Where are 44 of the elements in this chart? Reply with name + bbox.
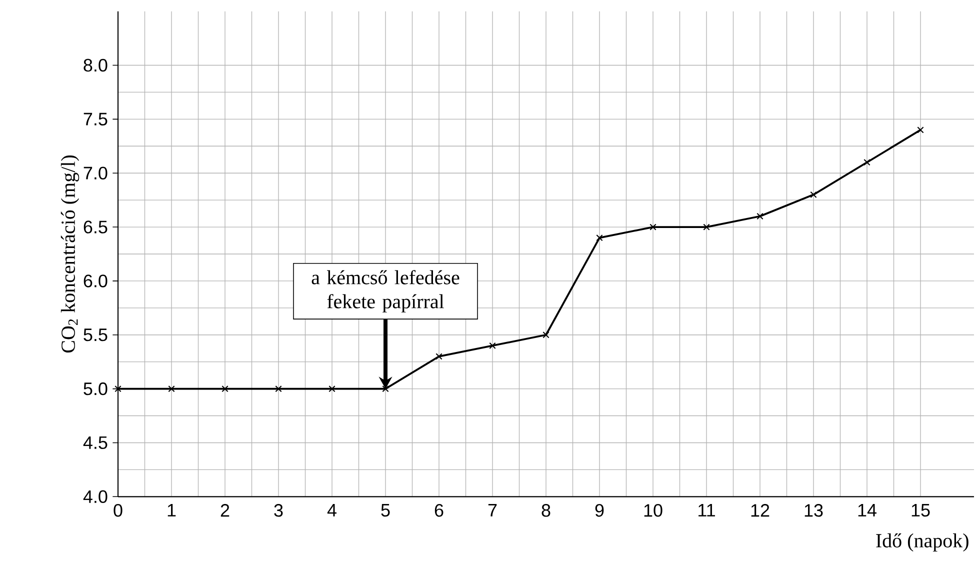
point (596, 234, 603, 242)
x-tick-label: 5 (381, 504, 390, 517)
x-tick-label: 8 (542, 504, 550, 517)
x-tick-label: 11 (698, 504, 715, 517)
y-tick-label: 8.0 (84, 59, 108, 72)
x-tick-label: 1 (168, 504, 176, 517)
x-tick-label: 0 (114, 504, 122, 517)
x-tick-label: 13 (804, 504, 823, 517)
y-axis-title: CO$_{2}$ koncentráció (mg/l) (60, 156, 80, 353)
point (328, 386, 336, 392)
x-tick-label: 3 (274, 504, 283, 517)
x-tick-label: 14 (858, 504, 876, 517)
point (650, 224, 656, 231)
point (222, 386, 228, 392)
point (382, 386, 389, 392)
x-tick-label: 7 (488, 504, 497, 517)
y-tick-label: 7.5 (84, 113, 108, 126)
x-tick-label: 15 (912, 504, 930, 517)
y-tick-label: 5.0 (84, 382, 108, 396)
point (168, 386, 175, 392)
y-tick-label: 4.5 (83, 436, 108, 450)
y-tick-label: 6.5 (84, 220, 108, 234)
y-tick-label: 4.0 (83, 490, 108, 504)
point (436, 353, 442, 360)
x-tick-label: 4 (327, 504, 336, 517)
y-tick-label: 7.0 (84, 166, 108, 180)
point (275, 386, 282, 392)
x-tick-label: 2 (220, 504, 230, 517)
point (864, 159, 870, 166)
x-tick-label: 9 (595, 504, 604, 517)
point (756, 213, 764, 220)
point (489, 342, 496, 350)
x-tick-label: 6 (434, 504, 444, 517)
point (542, 332, 550, 338)
point (703, 224, 710, 231)
point (917, 126, 924, 134)
y-tick-label: 6.0 (84, 274, 108, 288)
y-tick-label: 5.5 (84, 328, 108, 342)
x-tick-label: 10 (644, 504, 662, 517)
x-axis-title: Idő (napok) (876, 534, 968, 552)
annotation: a kémcső lefedése fekete papírral (312, 270, 460, 313)
x-tick-label: 12 (751, 504, 770, 517)
point (810, 191, 817, 198)
point (114, 386, 122, 392)
